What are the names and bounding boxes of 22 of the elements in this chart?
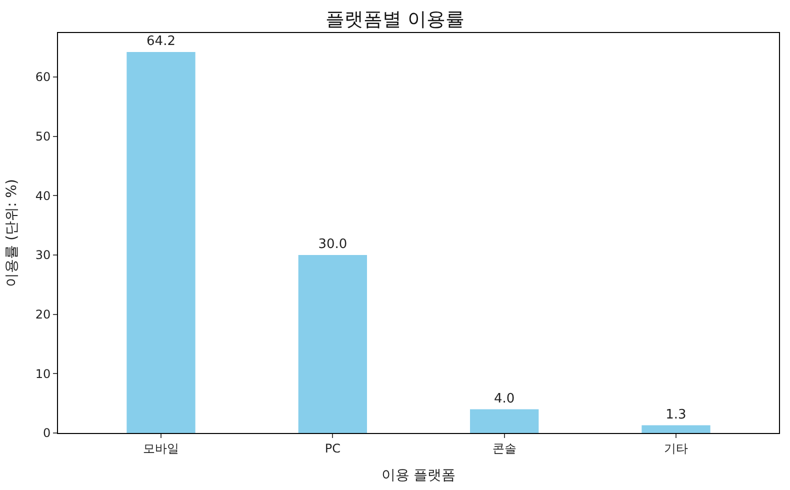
y-tick-label: 60	[35, 70, 51, 84]
y-tick-label: 30	[35, 248, 51, 262]
x-tick-label: PC	[324, 441, 340, 456]
data-label: 4.0	[494, 391, 515, 406]
x-tick-label: 콘솔	[492, 441, 516, 456]
x-axis-title: 이용 플랫폼	[381, 468, 456, 484]
y-tick-label: 50	[35, 129, 51, 144]
y-tick-label: 40	[35, 188, 51, 203]
data-label: 64.2	[146, 34, 176, 49]
y-tick-label: 10	[35, 366, 51, 381]
data-label: 30.0	[318, 236, 348, 252]
bar	[642, 425, 710, 433]
x-tick-label: 모바일	[143, 441, 179, 456]
y-tick-label: 0	[42, 426, 51, 440]
bar	[298, 254, 367, 433]
y-axis-title: 이용률 (단위: %)	[4, 179, 20, 287]
chart-title: 플랫폼별 이용률	[325, 8, 465, 31]
data-label: 1.3	[666, 407, 686, 422]
y-tick-label: 20	[35, 308, 51, 322]
bar	[470, 409, 539, 433]
x-tick-label: 기타	[664, 441, 688, 456]
bar	[126, 52, 196, 433]
